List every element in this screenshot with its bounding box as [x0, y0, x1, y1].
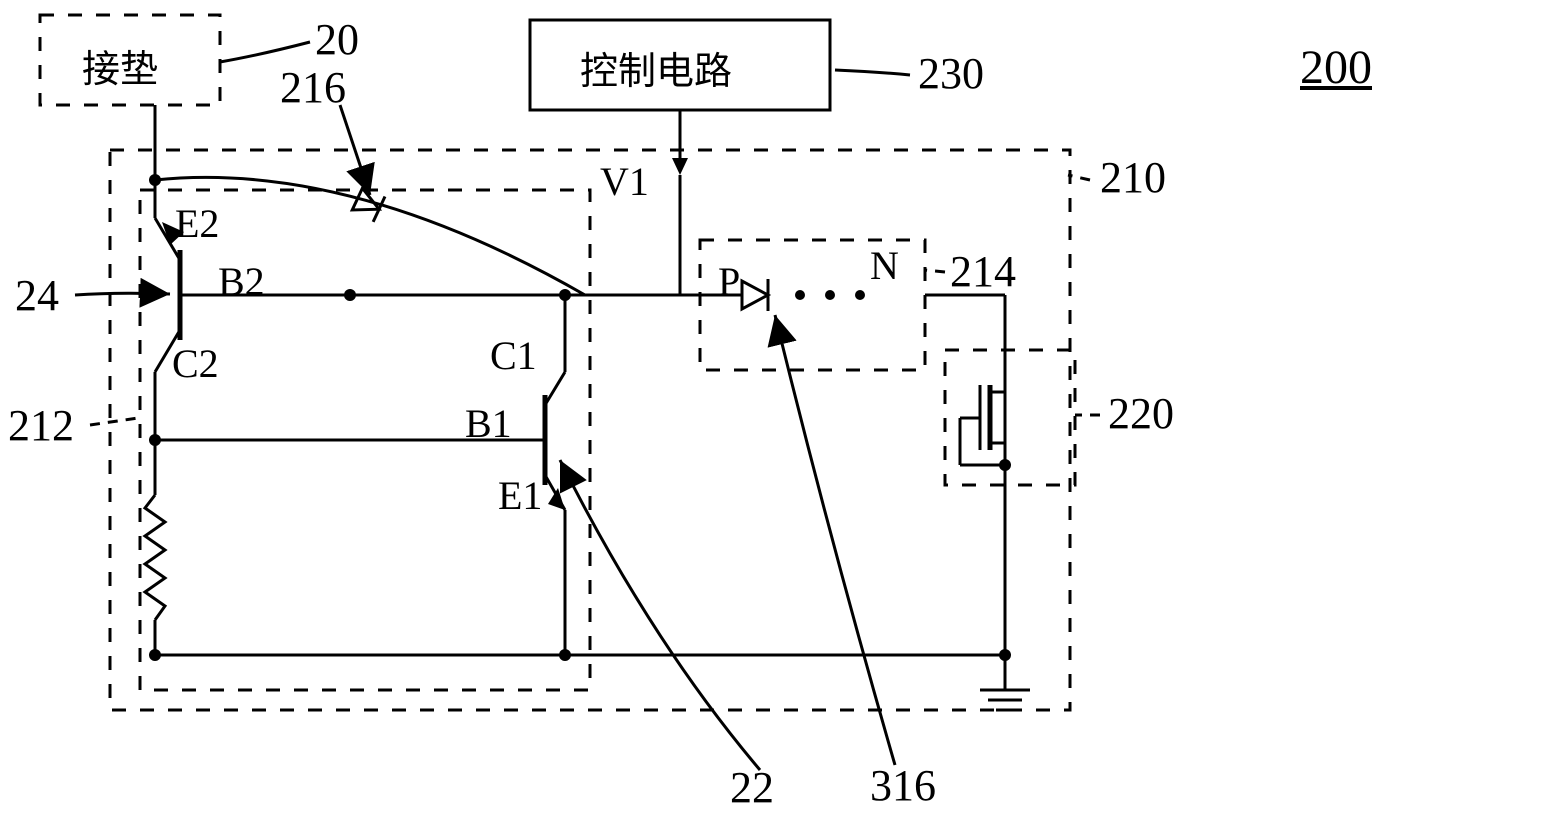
ref-220: 220 — [1108, 388, 1174, 439]
resistor — [145, 495, 165, 620]
box-210 — [110, 150, 1070, 710]
lbl-C1: C1 — [490, 332, 537, 379]
circuit-diagram — [0, 0, 1543, 821]
ref-216: 216 — [280, 62, 346, 113]
ref-22: 22 — [730, 762, 774, 813]
mosfet-220 — [960, 370, 1005, 465]
ref-230: 230 — [918, 48, 984, 99]
lbl-B1: B1 — [465, 400, 512, 447]
ref-214: 214 — [950, 246, 1016, 297]
lbl-C2: C2 — [172, 340, 219, 387]
lbl-N: N — [870, 242, 899, 289]
lbl-E2: E2 — [175, 200, 219, 247]
lbl-P: P — [718, 258, 740, 305]
ref-316: 316 — [870, 760, 936, 811]
lbl-E1: E1 — [498, 472, 542, 519]
ref-210: 210 — [1100, 152, 1166, 203]
pad-label: 接垫 — [82, 38, 158, 93]
lbl-V1: V1 — [600, 158, 649, 205]
figure-ref: 200 — [1300, 40, 1372, 95]
control-label: 控制电路 — [580, 40, 732, 95]
lbl-B2: B2 — [218, 258, 265, 305]
ref-20: 20 — [315, 14, 359, 65]
diode-316 — [742, 279, 768, 311]
ref-212: 212 — [8, 400, 74, 451]
ref-24: 24 — [15, 270, 59, 321]
